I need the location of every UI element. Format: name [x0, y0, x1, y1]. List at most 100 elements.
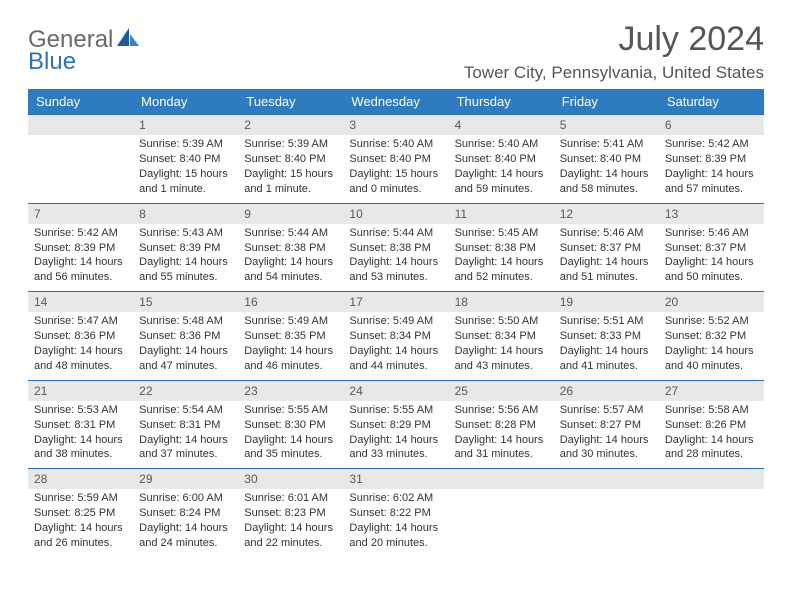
day-number: 15 [133, 291, 238, 312]
day-line: Daylight: 14 hours [560, 167, 653, 182]
week-row: 28Sunrise: 5:59 AMSunset: 8:25 PMDayligh… [28, 468, 764, 557]
day-line: Daylight: 14 hours [244, 344, 337, 359]
day-cell: 26Sunrise: 5:57 AMSunset: 8:27 PMDayligh… [554, 380, 659, 469]
weekday-monday: Monday [133, 89, 238, 114]
day-line: Sunset: 8:36 PM [139, 329, 232, 344]
day-line: Sunset: 8:27 PM [560, 418, 653, 433]
day-line: Sunrise: 5:55 AM [244, 403, 337, 418]
day-line: Daylight: 14 hours [455, 433, 548, 448]
day-cell: 24Sunrise: 5:55 AMSunset: 8:29 PMDayligh… [343, 380, 448, 469]
day-cell [28, 114, 133, 203]
weekday-tuesday: Tuesday [238, 89, 343, 114]
day-line: and 46 minutes. [244, 359, 337, 374]
day-content: Sunrise: 5:47 AMSunset: 8:36 PMDaylight:… [28, 312, 133, 379]
day-cell: 23 Sunrise: 5:55 AMSunset: 8:30 PMDayligh… [238, 380, 343, 469]
day-line: Sunset: 8:40 PM [560, 152, 653, 167]
day-number: 23 [238, 380, 343, 401]
day-content: Sunrise: 5:39 AMSunset: 8:40 PMDaylight:… [238, 135, 343, 202]
day-line: and 40 minutes. [665, 359, 758, 374]
weekday-thursday: Thursday [449, 89, 554, 114]
day-content: Sunrise: 6:02 AMSunset: 8:22 PMDaylight:… [343, 489, 448, 556]
day-number: 13 [659, 203, 764, 224]
day-line: Daylight: 14 hours [244, 433, 337, 448]
day-line: Daylight: 14 hours [139, 344, 232, 359]
day-line: Sunrise: 5:46 AM [560, 226, 653, 241]
day-line: Sunrise: 5:49 AM [244, 314, 337, 329]
day-line: and 51 minutes. [560, 270, 653, 285]
day-line: Sunset: 8:24 PM [139, 506, 232, 521]
day-line: Sunset: 8:23 PM [244, 506, 337, 521]
page-title: July 2024 [464, 20, 764, 59]
day-line: Sunset: 8:37 PM [560, 241, 653, 256]
day-line: Daylight: 14 hours [34, 344, 127, 359]
title-block: July 2024 Tower City, Pennsylvania, Unit… [464, 20, 764, 83]
day-line: and 30 minutes. [560, 447, 653, 462]
day-cell: 27Sunrise: 5:58 AMSunset: 8:26 PMDayligh… [659, 380, 764, 469]
day-line: and 41 minutes. [560, 359, 653, 374]
day-line: Daylight: 14 hours [349, 255, 442, 270]
day-line: and 43 minutes. [455, 359, 548, 374]
day-cell: 14Sunrise: 5:47 AMSunset: 8:36 PMDayligh… [28, 291, 133, 380]
day-cell: 12Sunrise: 5:46 AMSunset: 8:37 PMDayligh… [554, 203, 659, 292]
day-line: Sunset: 8:36 PM [34, 329, 127, 344]
day-content: Sunrise: 5:45 AMSunset: 8:38 PMDaylight:… [449, 224, 554, 291]
day-content: Sunrise: 5:50 AMSunset: 8:34 PMDaylight:… [449, 312, 554, 379]
day-number: 11 [449, 203, 554, 224]
day-cell: 6Sunrise: 5:42 AMSunset: 8:39 PMDaylight… [659, 114, 764, 203]
page-subtitle: Tower City, Pennsylvania, United States [464, 63, 764, 83]
day-line: Sunset: 8:38 PM [349, 241, 442, 256]
day-number: 3 [343, 114, 448, 135]
day-line: Daylight: 14 hours [34, 521, 127, 536]
day-number: 28 [28, 468, 133, 489]
day-line: Daylight: 14 hours [665, 167, 758, 182]
week-row: 14Sunrise: 5:47 AMSunset: 8:36 PMDayligh… [28, 291, 764, 380]
day-number: 8 [133, 203, 238, 224]
day-line: Sunrise: 5:45 AM [455, 226, 548, 241]
day-number: 10 [343, 203, 448, 224]
day-line: Daylight: 14 hours [349, 344, 442, 359]
day-line: Sunrise: 5:39 AM [244, 137, 337, 152]
day-content [659, 489, 764, 497]
day-cell: 9Sunrise: 5:44 AMSunset: 8:38 PMDaylight… [238, 203, 343, 292]
day-content [28, 135, 133, 143]
day-line: Sunset: 8:35 PM [244, 329, 337, 344]
day-line: Sunset: 8:28 PM [455, 418, 548, 433]
day-number: 19 [554, 291, 659, 312]
day-line: and 38 minutes. [34, 447, 127, 462]
day-line: Sunrise: 5:39 AM [139, 137, 232, 152]
day-cell: 5Sunrise: 5:41 AMSunset: 8:40 PMDaylight… [554, 114, 659, 203]
day-line: Sunrise: 6:02 AM [349, 491, 442, 506]
day-line: Sunrise: 5:48 AM [139, 314, 232, 329]
day-line: Daylight: 14 hours [455, 344, 548, 359]
day-line: Daylight: 15 hours [244, 167, 337, 182]
day-line: Daylight: 15 hours [139, 167, 232, 182]
day-line: Daylight: 14 hours [560, 255, 653, 270]
day-line: and 56 minutes. [34, 270, 127, 285]
day-line: and 50 minutes. [665, 270, 758, 285]
day-number: 22 [133, 380, 238, 401]
day-line: Daylight: 14 hours [34, 255, 127, 270]
day-cell: 2Sunrise: 5:39 AMSunset: 8:40 PMDaylight… [238, 114, 343, 203]
day-content: Sunrise: 6:00 AMSunset: 8:24 PMDaylight:… [133, 489, 238, 556]
day-line: Daylight: 14 hours [665, 255, 758, 270]
day-line: Sunset: 8:39 PM [139, 241, 232, 256]
logo-sail-icon [117, 28, 139, 53]
day-content: Sunrise: 5:55 AMSunset: 8:29 PMDaylight:… [343, 401, 448, 468]
day-line: and 20 minutes. [349, 536, 442, 551]
day-line: Sunrise: 5:55 AM [349, 403, 442, 418]
day-number [659, 468, 764, 489]
weekday-friday: Friday [554, 89, 659, 114]
day-number: 20 [659, 291, 764, 312]
day-line: and 24 minutes. [139, 536, 232, 551]
day-line: Daylight: 14 hours [349, 521, 442, 536]
calendar-body: 1Sunrise: 5:39 AMSunset: 8:40 PMDaylight… [28, 114, 764, 557]
day-content: Sunrise: 5:49 AMSunset: 8:35 PMDaylight:… [238, 312, 343, 379]
day-number: 7 [28, 203, 133, 224]
day-line: Sunrise: 5:57 AM [560, 403, 653, 418]
day-line: Daylight: 14 hours [139, 433, 232, 448]
day-content: Sunrise: 5:57 AMSunset: 8:27 PMDaylight:… [554, 401, 659, 468]
day-content: Sunrise: 5:54 AMSunset: 8:31 PMDaylight:… [133, 401, 238, 468]
day-line: Sunset: 8:30 PM [244, 418, 337, 433]
day-number: 26 [554, 380, 659, 401]
day-line: Daylight: 15 hours [349, 167, 442, 182]
